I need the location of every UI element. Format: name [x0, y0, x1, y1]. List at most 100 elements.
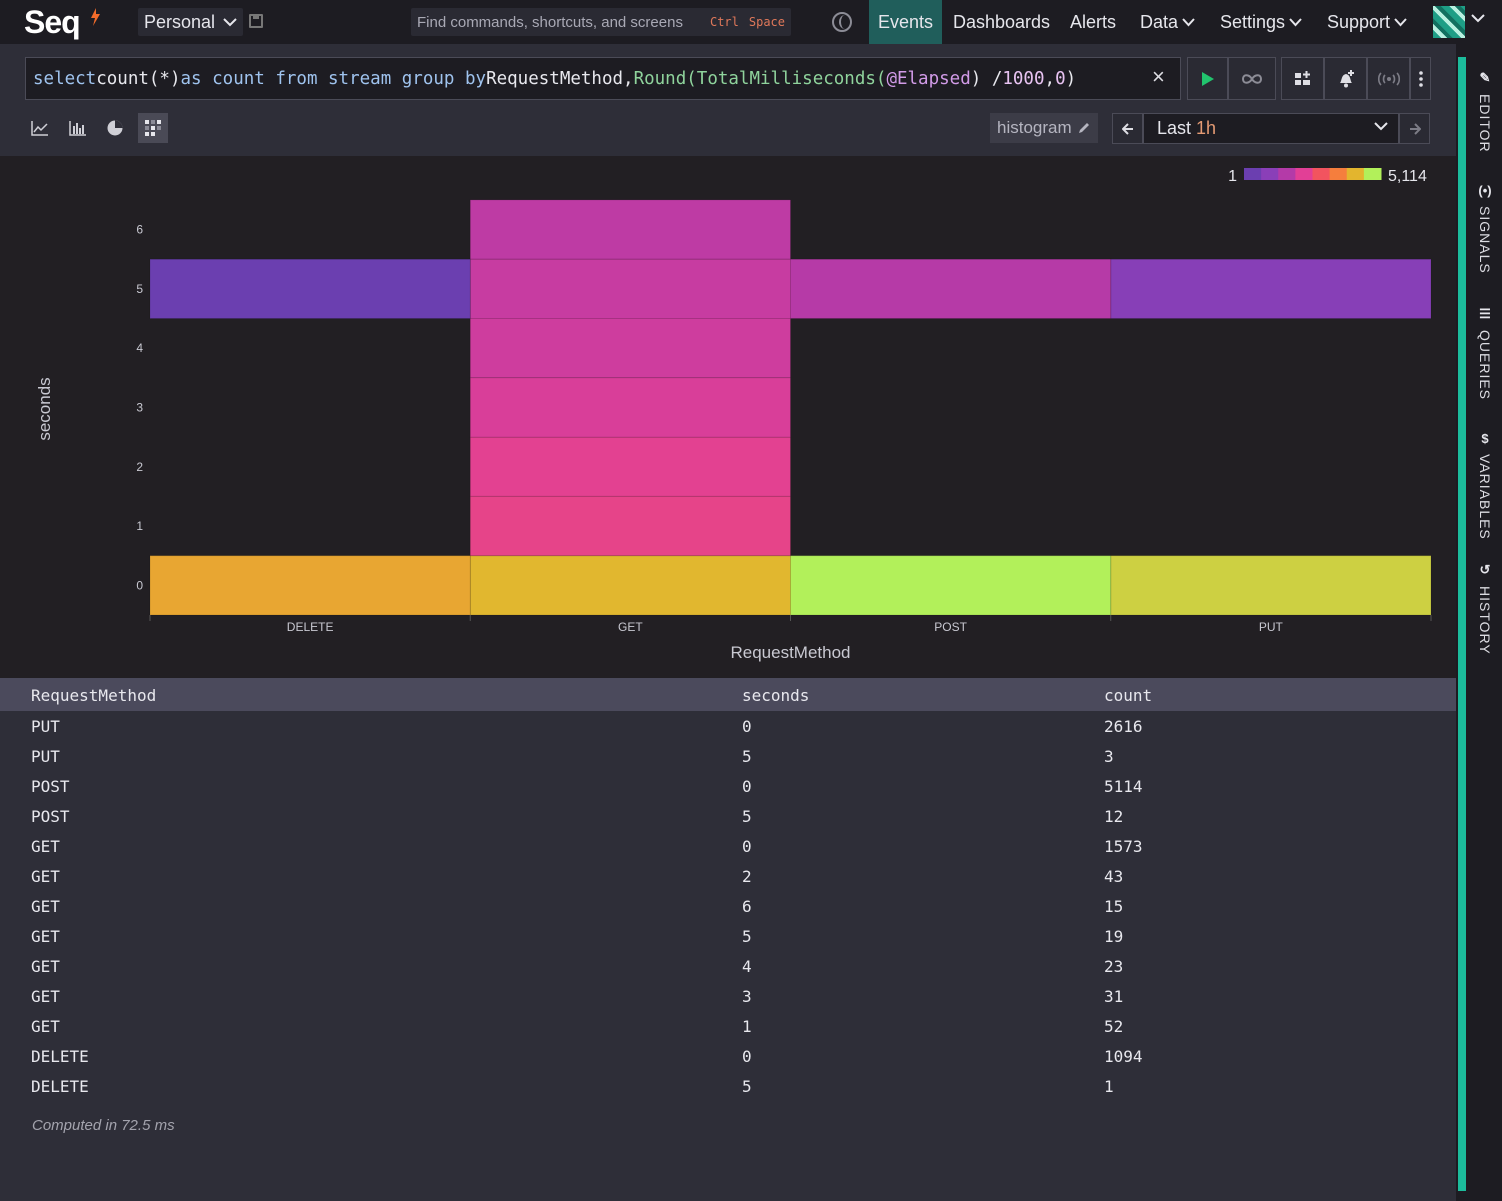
table-row[interactable]: GET 3 31 — [0, 981, 1456, 1011]
query-token: ) / — [970, 68, 1003, 89]
workspace-selector[interactable]: Personal — [138, 8, 244, 36]
y-tick-label: 4 — [136, 341, 143, 355]
nav-alerts[interactable]: Alerts — [1061, 0, 1125, 44]
pie-chart-icon — [107, 120, 123, 136]
table-row[interactable]: POST 5 12 — [0, 801, 1456, 831]
workspace-label: Personal — [144, 11, 216, 32]
table-cell-seconds: 5 — [742, 927, 752, 946]
nav-data[interactable]: Data — [1131, 0, 1204, 44]
heatmap-cell — [1110, 555, 1432, 616]
list-icon: ☰ — [1479, 306, 1491, 321]
table-row[interactable]: GET 4 23 — [0, 951, 1456, 981]
save-icon[interactable] — [249, 14, 263, 28]
table-cell-requestmethod: POST — [31, 807, 70, 826]
line-chart-button[interactable] — [25, 113, 55, 143]
nav-dashboards[interactable]: Dashboards — [944, 0, 1059, 44]
table-cell-requestmethod: GET — [31, 987, 60, 1006]
theme-toggle-icon[interactable] — [832, 12, 852, 32]
table-row[interactable]: POST 0 5114 — [0, 771, 1456, 801]
table-cell-seconds: 0 — [742, 837, 752, 856]
heatmap-cell — [469, 377, 791, 438]
sidebar-item-editor[interactable]: ✎ EDITOR — [1474, 68, 1496, 153]
y-tick-label: 0 — [136, 578, 143, 592]
user-avatar[interactable] — [1433, 6, 1465, 38]
table-row[interactable]: DELETE 5 1 — [0, 1071, 1456, 1101]
x-tick-label: DELETE — [287, 620, 334, 634]
heatmap-cell — [790, 258, 1112, 319]
nav-events[interactable]: Events — [869, 0, 943, 44]
legend-swatch — [1363, 168, 1382, 180]
table-row[interactable]: PUT 0 2616 — [0, 711, 1456, 741]
refresh-toggle-button[interactable] — [1228, 57, 1276, 100]
previous-range-button[interactable] — [1112, 113, 1143, 144]
col-header-count[interactable]: count — [1104, 686, 1153, 705]
signal-button[interactable] — [1367, 57, 1410, 100]
table-cell-count: 1094 — [1104, 1047, 1143, 1066]
table-row[interactable]: GET 2 43 — [0, 861, 1456, 891]
clear-query-icon[interactable]: × — [1152, 64, 1165, 89]
nav-events-label: Events — [878, 11, 934, 32]
col-header-seconds[interactable]: seconds — [742, 686, 810, 705]
query-input[interactable]: select count(*) as count from stream gro… — [25, 57, 1181, 100]
sidebar-item-queries[interactable]: ☰ QUERIES — [1474, 304, 1496, 400]
query-token: 0 — [1055, 68, 1066, 89]
sidebar-label-queries: QUERIES — [1477, 330, 1493, 401]
sidebar-item-signals[interactable]: (•) SIGNALS — [1474, 180, 1496, 274]
chevron-down-icon — [1374, 122, 1388, 131]
table-row[interactable]: PUT 5 3 — [0, 741, 1456, 771]
legend-swatch — [1295, 168, 1313, 180]
table-row[interactable]: DELETE 0 1094 — [0, 1041, 1456, 1071]
histogram-function-pill[interactable]: histogram — [990, 113, 1098, 143]
next-range-button[interactable] — [1399, 113, 1430, 144]
y-tick-label: 2 — [136, 460, 143, 474]
sidebar-item-variables[interactable]: $ VARIABLES — [1474, 428, 1496, 540]
chevron-down-icon[interactable] — [1471, 14, 1485, 23]
results-table-header: RequestMethod seconds count — [0, 678, 1456, 711]
table-cell-requestmethod: GET — [31, 957, 60, 976]
sidebar-item-history[interactable]: ↺ HISTORY — [1474, 560, 1496, 655]
add-alert-button[interactable] — [1324, 57, 1367, 100]
seq-logo[interactable]: Seq — [24, 4, 81, 40]
range-prefix: Last — [1157, 118, 1192, 138]
command-search[interactable]: Find commands, shortcuts, and screens Ct… — [411, 8, 791, 36]
table-row[interactable]: GET 0 1573 — [0, 831, 1456, 861]
bar-chart-button[interactable] — [63, 113, 93, 143]
pencil-icon — [1078, 123, 1089, 133]
more-vertical-icon — [1418, 70, 1423, 87]
signal-icon: (•) — [1478, 182, 1492, 198]
run-query-button[interactable] — [1187, 57, 1228, 100]
y-tick-label: 6 — [136, 223, 143, 237]
table-cell-seconds: 0 — [742, 1047, 752, 1066]
bell-add-icon — [1339, 69, 1354, 87]
heatmap-icon — [145, 120, 161, 136]
results-table-body: PUT 0 2616 PUT 5 3 POST 0 5114 POST 5 12 GET 0 1573 GET… — [0, 711, 1456, 1101]
table-cell-seconds: 2 — [742, 867, 752, 886]
table-row[interactable]: GET 1 52 — [0, 1011, 1456, 1041]
table-cell-seconds: 6 — [742, 897, 752, 916]
nav-settings[interactable]: Settings — [1211, 0, 1311, 44]
table-row[interactable]: GET 6 15 — [0, 891, 1456, 921]
shortcut-space: Space — [748, 15, 785, 29]
pie-chart-button[interactable] — [100, 113, 130, 143]
table-cell-requestmethod: DELETE — [31, 1077, 89, 1096]
nav-dashboards-label: Dashboards — [953, 11, 1051, 32]
chevron-down-icon — [1182, 17, 1195, 26]
table-cell-count: 15 — [1104, 897, 1124, 916]
time-range-select[interactable]: Last 1h — [1143, 113, 1399, 144]
play-icon — [1201, 71, 1214, 86]
line-chart-icon — [31, 121, 48, 136]
heatmap-chart-button[interactable] — [138, 113, 168, 143]
query-token: ) — [1065, 68, 1077, 89]
more-options-button[interactable] — [1410, 57, 1431, 100]
computed-time: Computed in 72.5 ms — [32, 1117, 175, 1134]
heatmap-cell — [790, 555, 1112, 616]
table-cell-seconds: 1 — [742, 1017, 752, 1036]
heatmap-cell — [469, 555, 791, 616]
table-cell-count: 19 — [1104, 927, 1124, 946]
legend-swatch — [1244, 168, 1262, 180]
chevron-down-icon — [1394, 17, 1407, 26]
nav-support[interactable]: Support — [1318, 0, 1416, 44]
table-row[interactable]: GET 5 19 — [0, 921, 1456, 951]
col-header-requestmethod[interactable]: RequestMethod — [31, 686, 157, 705]
add-to-dashboard-button[interactable] — [1281, 57, 1324, 100]
